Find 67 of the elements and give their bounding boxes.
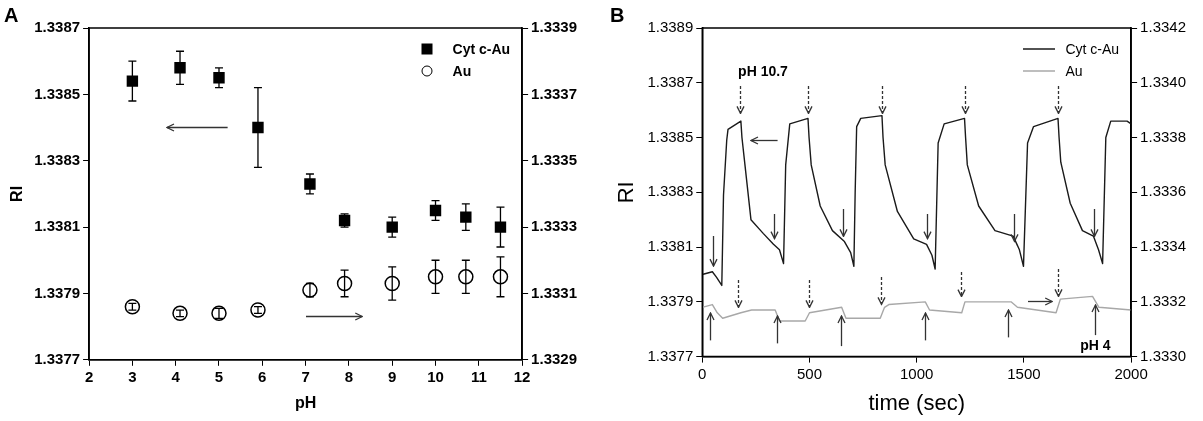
y2-tick-label: 1.3335	[531, 150, 578, 168]
y2-tick-label: 1.3332	[1140, 291, 1187, 309]
x-tick-label: 1000	[900, 364, 934, 382]
x-tick-label: 9	[388, 367, 397, 385]
y-tick-label: 1.3377	[34, 349, 81, 367]
y2-tick-label: 1.3339	[531, 18, 578, 36]
y-tick-label: 1.3389	[647, 18, 694, 36]
x-tick-label: 5	[214, 367, 224, 385]
x-tick-label: 0	[698, 364, 707, 382]
legend-label: Au	[1065, 63, 1083, 79]
y2-tick-label: 1.3336	[1140, 182, 1187, 200]
y2-tick-label: 1.3342	[1140, 18, 1187, 36]
x-tick-label: 2	[84, 367, 94, 385]
point	[336, 275, 353, 292]
x-axis-title: pH	[294, 393, 317, 411]
point	[304, 178, 316, 190]
y-tick-label: 1.3383	[647, 182, 694, 200]
y2-tick-label: 1.3337	[531, 84, 578, 102]
x-tick-label: 1500	[1007, 364, 1041, 382]
x-tick-label: 11	[470, 367, 487, 385]
x-tick-label: 500	[796, 364, 823, 382]
y-tick-label: 1.3385	[34, 84, 81, 102]
y-tick-label: 1.3381	[647, 237, 694, 255]
point	[250, 302, 266, 318]
x-tick-label: 10	[427, 367, 444, 385]
y2-tick-label: 1.3329	[531, 349, 578, 367]
x-tick-label: 7	[301, 367, 310, 385]
y-tick-label: 1.3377	[647, 346, 694, 364]
point	[172, 305, 188, 322]
y2-tick-label: 1.3334	[1140, 237, 1187, 255]
point	[174, 62, 186, 74]
chart-title: A	[4, 3, 19, 26]
x-tick-label: 2000	[1114, 364, 1148, 382]
y2-tick-label: 1.3338	[1140, 127, 1187, 145]
y-tick-label: 1.3387	[34, 18, 81, 36]
point	[124, 298, 141, 315]
y-axis-title: RI	[613, 181, 639, 204]
x-tick-label: 6	[258, 367, 267, 385]
y-axis-title: RI	[8, 185, 26, 202]
y-tick-label: 1.3379	[34, 283, 81, 301]
point	[494, 221, 507, 233]
point	[384, 275, 400, 292]
point	[427, 269, 444, 285]
y2-tick-label: 1.3333	[531, 217, 578, 235]
point	[126, 75, 139, 87]
x-tick-label: 3	[128, 367, 137, 385]
annotation: pH 10.7	[738, 62, 789, 79]
y-tick-label: 1.3379	[647, 291, 694, 309]
legend-label: Cyt c-Au	[1065, 41, 1120, 57]
x-tick-label: 12	[513, 367, 531, 385]
y2-tick-label: 1.3330	[1140, 346, 1187, 364]
y2-tick-label: 1.3340	[1140, 72, 1187, 90]
y2-tick-label: 1.3331	[531, 283, 578, 301]
annotation: pH 4	[1080, 336, 1111, 353]
point	[492, 269, 509, 285]
y-tick-label: 1.3385	[647, 127, 694, 145]
x-tick-label: 8	[344, 367, 354, 385]
legend-label: Cyt c-Au	[452, 41, 511, 57]
legend-label: Au	[452, 63, 472, 79]
x-tick-label: 4	[171, 367, 181, 385]
chart-title: B	[610, 3, 625, 26]
point	[460, 211, 472, 223]
y-tick-label: 1.3381	[34, 217, 81, 235]
y-tick-label: 1.3383	[34, 150, 81, 168]
point	[386, 221, 398, 233]
x-axis-title: time (sec)	[868, 389, 965, 415]
y-tick-label: 1.3387	[647, 72, 694, 90]
